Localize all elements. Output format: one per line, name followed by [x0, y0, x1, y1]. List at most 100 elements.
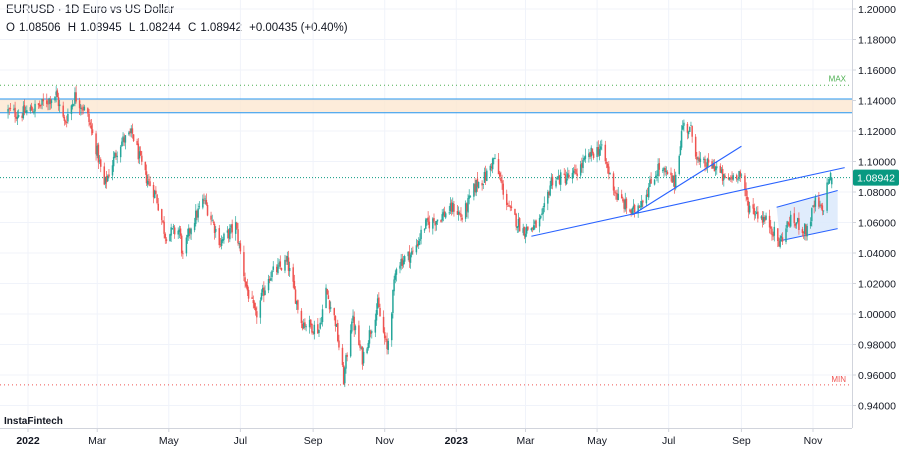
candle: [690, 121, 692, 127]
candle-body: [98, 160, 101, 162]
candle-body: [320, 322, 323, 324]
candle-body: [831, 177, 833, 185]
candle-body: [575, 169, 577, 175]
candle-body: [239, 243, 242, 252]
current-price-tag: [853, 169, 899, 186]
price-scale-bg: [852, 0, 900, 450]
candle: [625, 197, 628, 215]
candle: [272, 261, 274, 273]
candle: [402, 256, 405, 268]
candle: [157, 197, 159, 212]
candle: [34, 100, 36, 118]
candle: [220, 235, 223, 250]
candle-body: [31, 111, 34, 113]
candle: [162, 220, 164, 224]
candle-body: [89, 122, 91, 125]
candle-body: [70, 105, 73, 115]
candle: [535, 219, 537, 228]
candle: [400, 254, 402, 271]
candle: [565, 171, 568, 186]
candle-body: [310, 319, 312, 326]
candle-body: [666, 172, 669, 175]
candle: [144, 161, 147, 175]
candle-body: [649, 179, 651, 187]
candle: [254, 302, 257, 316]
candle-body: [124, 135, 127, 143]
candle: [804, 223, 806, 241]
candle-body: [716, 166, 718, 169]
candle: [182, 250, 184, 260]
candle: [481, 180, 483, 191]
candle: [779, 235, 781, 249]
open-value: 1.08506: [18, 22, 61, 34]
ohlc-readout: O 1.08506 H 1.08945 L 1.08244 C 1.08942 +0.0…: [6, 22, 352, 34]
candle-body: [739, 171, 741, 177]
candle-body: [565, 178, 568, 185]
candle: [185, 234, 188, 257]
candle-body: [152, 184, 155, 198]
candle-body: [189, 228, 191, 233]
candle: [179, 226, 182, 240]
candle-body: [116, 155, 118, 158]
candle-body: [550, 177, 553, 186]
candle-body: [383, 332, 386, 339]
candle: [203, 193, 205, 204]
candle: [631, 207, 634, 215]
candle: [777, 228, 779, 248]
candle: [312, 331, 314, 335]
candle-body: [637, 205, 639, 213]
candle: [574, 164, 576, 175]
candle-body: [777, 228, 779, 242]
candle: [798, 212, 800, 235]
candle: [778, 237, 780, 247]
candle-body: [564, 174, 567, 184]
candle-body: [527, 226, 529, 230]
candle-body: [394, 273, 397, 280]
candle: [605, 158, 608, 169]
candle: [572, 167, 575, 178]
candle-body: [37, 103, 40, 106]
candle-body: [170, 227, 172, 236]
candle: [382, 310, 385, 334]
change-value: +0.00435 (+0.40%): [249, 22, 348, 34]
x-tick-label: Jul: [234, 435, 247, 447]
candle: [417, 237, 420, 250]
candle: [73, 103, 75, 107]
candle-body: [507, 205, 509, 207]
candle-body: [387, 340, 389, 350]
candle: [119, 144, 122, 163]
candle-body: [778, 241, 780, 247]
candle: [517, 212, 520, 233]
candle-body: [456, 211, 459, 215]
candle: [30, 102, 33, 111]
candle-body: [581, 163, 583, 168]
candle: [231, 219, 233, 239]
candle-body: [9, 108, 12, 109]
candle-body: [547, 191, 549, 204]
candle-body: [423, 228, 426, 231]
candle-body: [111, 165, 114, 176]
candle: [507, 202, 509, 207]
candle: [301, 320, 304, 331]
candle-body: [813, 204, 815, 208]
candle-body: [557, 176, 560, 178]
candle-body: [222, 239, 224, 242]
candle: [111, 160, 114, 181]
candle: [96, 142, 98, 159]
candle: [828, 176, 831, 185]
candle: [805, 224, 807, 241]
candle-body: [543, 203, 546, 208]
candle-body: [508, 205, 510, 206]
candle-body: [699, 158, 702, 163]
candle-body: [505, 193, 508, 205]
candle: [786, 220, 788, 233]
candle: [502, 180, 504, 200]
candle: [599, 140, 602, 156]
candle-body: [279, 261, 282, 267]
candle-body: [738, 170, 740, 180]
candle: [606, 161, 609, 174]
candle: [375, 303, 378, 326]
candle-body: [75, 92, 77, 102]
candle-body: [647, 186, 650, 198]
